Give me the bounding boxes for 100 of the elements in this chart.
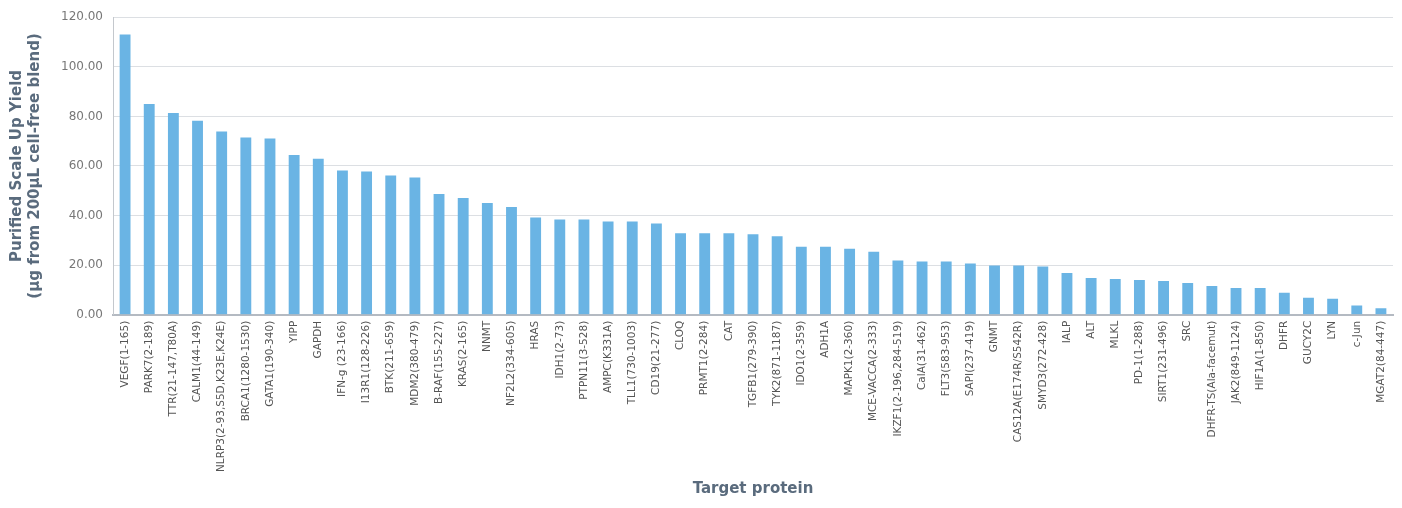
x-tick-label: TYK2(871-1187): [769, 320, 782, 407]
x-tick-label: LYN: [1325, 320, 1338, 340]
bar: [699, 233, 711, 315]
x-tick-label: YIPP: [286, 320, 299, 344]
x-tick-label: PTPN11(3-528): [576, 320, 589, 400]
bar: [1303, 297, 1314, 315]
bar: [312, 158, 324, 315]
x-tick-label: MGAT2(84-447): [1373, 320, 1386, 403]
bar: [1061, 273, 1073, 315]
x-tick-label: GAPDH: [311, 320, 324, 359]
bar: [747, 234, 759, 315]
x-tick-label: HRAS: [528, 320, 541, 350]
x-tick-label: NF2L2(334-605): [504, 320, 517, 406]
x-tick-label: NLRP3(2-93,S5D,K23E,K24E): [214, 320, 227, 473]
x-tick-label: c-Jun: [1349, 320, 1362, 348]
y-tick-label: 60.00: [68, 158, 103, 173]
bar: [771, 236, 783, 315]
bar: [457, 197, 469, 315]
x-tick-label: KRAS(2-165): [455, 320, 468, 388]
bar: [964, 263, 976, 315]
bar: [240, 137, 252, 315]
bar: [337, 170, 348, 315]
bar: [675, 233, 686, 315]
x-tick-label: DHFR-TS(Ala-facemut): [1204, 320, 1217, 438]
y-tick-label: 20.00: [68, 257, 103, 272]
x-tick-label: I13R1(128-226): [359, 320, 372, 404]
bar: [167, 112, 179, 315]
bar: [192, 120, 203, 315]
bar: [1375, 308, 1387, 315]
x-axis-title: Target protein: [692, 478, 814, 497]
x-tick-label: ALT: [1083, 320, 1096, 339]
bar: [820, 246, 831, 315]
bar: [119, 34, 131, 315]
x-tick-label: CalA(31-462): [914, 320, 927, 391]
bar: [1109, 279, 1121, 315]
x-tick-label: IFN-g (23-166): [335, 320, 348, 397]
x-tick-label: JAK2(849-1124): [1228, 320, 1241, 405]
x-tick-label: SMYD3(272-428): [1035, 320, 1048, 410]
bar: [892, 260, 904, 315]
y-tick-label: 80.00: [68, 108, 103, 123]
x-tick-label: MCE-VACCA(2-333): [866, 320, 879, 422]
x-tick-label: NNMT: [480, 320, 493, 352]
x-tick-label: IDH1(2-73): [552, 320, 565, 379]
y-tick-label: 100.00: [61, 58, 103, 73]
x-tick-label: TLL1(730-1003): [624, 320, 637, 406]
bar: [1182, 283, 1194, 315]
bar: [602, 221, 614, 315]
bar: [723, 233, 735, 315]
x-tick-label: CLOQ: [673, 320, 686, 351]
bar: [1278, 292, 1290, 315]
bar: [626, 221, 638, 315]
x-tick-label: SAPI(237-419): [963, 320, 976, 397]
bar: [1327, 298, 1339, 315]
bar: [530, 217, 542, 315]
bar: [361, 171, 373, 315]
x-tick-label: IKZF1(2-196,284-519): [890, 320, 903, 437]
bar: [409, 177, 421, 315]
x-tick-label: DHFR: [1277, 320, 1290, 351]
bar: [1037, 266, 1049, 315]
bar: [1158, 281, 1169, 315]
bar: [868, 251, 880, 315]
bar: [1013, 265, 1025, 315]
bar: [481, 202, 493, 315]
y-tick-label: 40.00: [68, 207, 103, 222]
x-tick-label: ADH1A: [818, 319, 831, 358]
bar: [1206, 286, 1218, 315]
x-tick-label: IDO1(2-359): [794, 320, 807, 386]
x-tick-label: MLKL: [1108, 320, 1120, 349]
x-tick-label: CALM1(44-149): [190, 320, 203, 403]
x-tick-label: FLT3(583-953): [938, 320, 951, 397]
y-tick-label: 120.00: [61, 9, 103, 24]
bar: [506, 206, 517, 315]
x-tick-label: SRC: [1180, 320, 1193, 342]
x-tick-label: CAS12A(E174R/S542R): [1011, 320, 1024, 443]
bar: [916, 261, 928, 315]
x-tick-label: MAPK1(2-360): [842, 320, 855, 396]
bar: [578, 219, 590, 315]
bar: [989, 265, 1000, 315]
x-tick-label: BRCA1(1280-1530): [238, 320, 251, 422]
x-tick-label: GUCY2C: [1301, 320, 1314, 365]
bar: [844, 248, 856, 315]
x-tick-label: MDM2(380-479): [407, 320, 420, 406]
x-tick-label: HIF1A(1-850): [1252, 320, 1265, 391]
y-tick-label: 0.00: [76, 306, 103, 321]
y-axis-title: Purified Scale Up Yield (µg from 200µL cell-free blend): [6, 33, 43, 299]
bar: [288, 155, 300, 315]
x-tick-label: GATA1(190-340): [262, 320, 275, 407]
x-tick-label: TTR(21-147,T80A): [166, 320, 179, 418]
bar: [1254, 287, 1266, 315]
bar: [143, 103, 155, 315]
bar: [650, 223, 662, 315]
x-tick-label: PD-1(1-288): [1132, 320, 1145, 385]
x-tick-label: BTK(211-659): [383, 320, 396, 394]
x-tick-label: PARK7(2-189): [141, 320, 154, 394]
x-tick-label: PRMT1(2-284): [697, 320, 710, 396]
bar: [216, 131, 228, 315]
bar: [1085, 278, 1097, 315]
bar: [1133, 280, 1145, 315]
x-tick-label: SIRT1(231-496): [1156, 320, 1169, 403]
x-tick-label: VEGF(1-165): [117, 320, 130, 388]
